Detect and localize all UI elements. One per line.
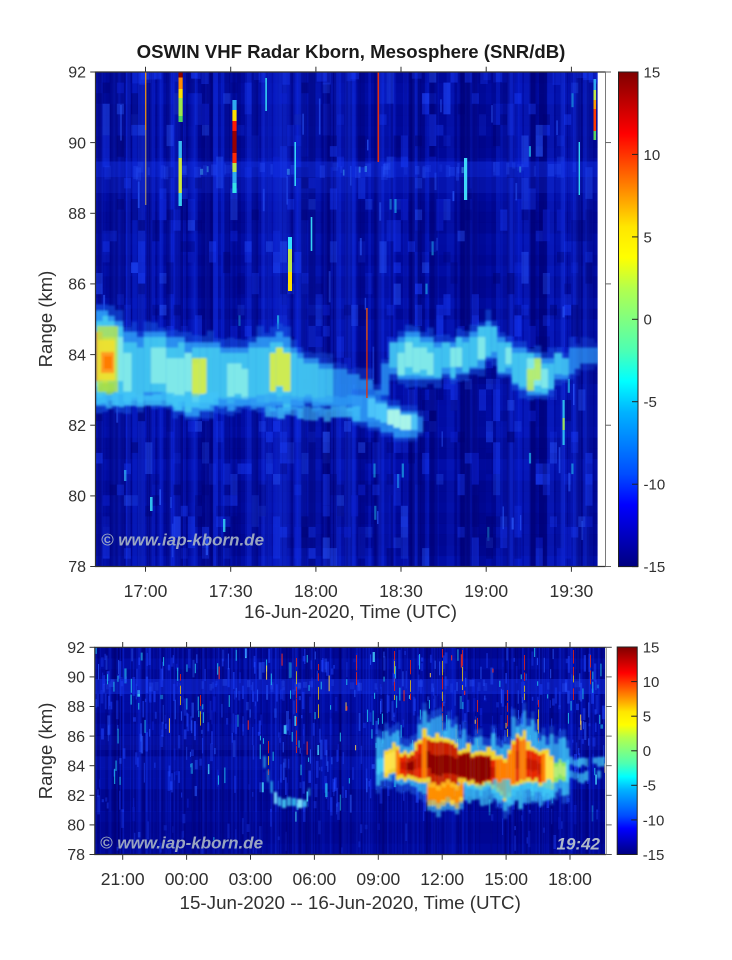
svg-text:06:00: 06:00 bbox=[293, 869, 337, 889]
svg-text:-15: -15 bbox=[644, 559, 666, 576]
svg-text:15: 15 bbox=[643, 639, 660, 656]
svg-text:17:00: 17:00 bbox=[124, 581, 168, 601]
svg-text:78: 78 bbox=[67, 847, 85, 864]
svg-text:0: 0 bbox=[644, 312, 652, 329]
svg-text:00:00: 00:00 bbox=[165, 869, 209, 889]
svg-text:Range (km): Range (km) bbox=[35, 703, 56, 800]
svg-text:10: 10 bbox=[644, 147, 661, 164]
svg-text:-5: -5 bbox=[644, 394, 657, 411]
svg-text:15:00: 15:00 bbox=[484, 869, 528, 889]
svg-text:-15: -15 bbox=[643, 847, 665, 864]
svg-text:19:42: 19:42 bbox=[557, 835, 601, 854]
svg-text:88: 88 bbox=[68, 206, 86, 223]
svg-text:92: 92 bbox=[67, 640, 85, 657]
svg-text:15-Jun-2020 -- 16-Jun-2020, Ti: 15-Jun-2020 -- 16-Jun-2020, Time (UTC) bbox=[180, 892, 521, 913]
svg-text:5: 5 bbox=[644, 229, 652, 246]
svg-text:© www.iap-kborn.de: © www.iap-kborn.de bbox=[101, 531, 264, 550]
svg-text:10: 10 bbox=[643, 674, 660, 691]
svg-text:80: 80 bbox=[68, 489, 86, 506]
svg-text:90: 90 bbox=[68, 135, 86, 152]
svg-text:88: 88 bbox=[67, 699, 85, 716]
svg-text:OSWIN VHF Radar Kborn, Mesosph: OSWIN VHF Radar Kborn, Mesosphere (SNR/d… bbox=[137, 41, 566, 62]
svg-text:-10: -10 bbox=[643, 812, 665, 829]
svg-text:19:30: 19:30 bbox=[550, 581, 594, 601]
svg-text:12:00: 12:00 bbox=[420, 869, 464, 889]
svg-text:0: 0 bbox=[643, 743, 651, 760]
svg-text:84: 84 bbox=[67, 758, 85, 775]
svg-text:16-Jun-2020, Time (UTC): 16-Jun-2020, Time (UTC) bbox=[244, 601, 457, 622]
svg-text:03:00: 03:00 bbox=[229, 869, 273, 889]
svg-text:19:00: 19:00 bbox=[464, 581, 508, 601]
svg-text:18:30: 18:30 bbox=[379, 581, 423, 601]
svg-text:78: 78 bbox=[68, 559, 86, 576]
svg-text:90: 90 bbox=[67, 670, 85, 687]
svg-text:15: 15 bbox=[644, 64, 661, 81]
svg-text:92: 92 bbox=[68, 65, 86, 82]
svg-text:86: 86 bbox=[67, 729, 85, 746]
svg-text:-5: -5 bbox=[643, 778, 656, 795]
svg-text:-10: -10 bbox=[644, 477, 666, 494]
svg-text:86: 86 bbox=[68, 277, 86, 294]
svg-text:5: 5 bbox=[643, 709, 651, 726]
svg-text:Range (km): Range (km) bbox=[35, 271, 56, 368]
svg-text:18:00: 18:00 bbox=[294, 581, 338, 601]
svg-text:82: 82 bbox=[67, 788, 85, 805]
svg-text:© www.iap-kborn.de: © www.iap-kborn.de bbox=[100, 834, 263, 853]
svg-text:21:00: 21:00 bbox=[101, 869, 145, 889]
svg-text:82: 82 bbox=[68, 418, 86, 435]
svg-text:18:00: 18:00 bbox=[548, 869, 592, 889]
svg-text:84: 84 bbox=[68, 347, 86, 364]
svg-text:17:30: 17:30 bbox=[209, 581, 253, 601]
svg-text:09:00: 09:00 bbox=[356, 869, 400, 889]
svg-text:80: 80 bbox=[67, 818, 85, 835]
